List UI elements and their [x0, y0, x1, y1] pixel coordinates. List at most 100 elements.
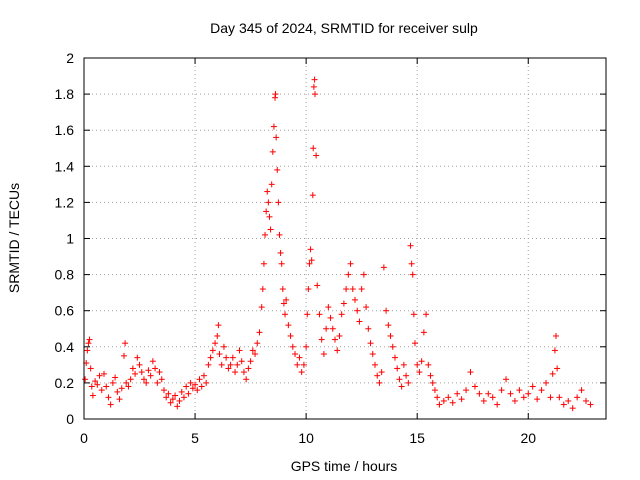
data-point — [187, 379, 194, 386]
data-point — [268, 181, 275, 188]
data-point — [176, 397, 183, 404]
data-point — [258, 304, 265, 311]
data-point — [158, 376, 165, 383]
data-point — [340, 300, 347, 307]
data-point — [458, 396, 465, 403]
data-point — [349, 286, 356, 293]
x-tick-label: 10 — [298, 430, 314, 446]
data-point — [303, 343, 310, 350]
data-point — [547, 394, 554, 401]
data-point — [260, 260, 267, 267]
data-point — [272, 91, 279, 98]
data-point — [445, 394, 452, 401]
data-point — [192, 381, 199, 388]
data-point — [243, 376, 250, 383]
data-point — [143, 379, 150, 386]
data-point — [149, 358, 156, 365]
data-point — [169, 396, 176, 403]
data-point — [391, 354, 398, 361]
data-point — [264, 188, 271, 195]
data-point — [396, 376, 403, 383]
chart-title: Day 345 of 2024, SRMTID for receiver sul… — [210, 20, 478, 36]
data-point — [304, 311, 311, 318]
data-point — [485, 390, 492, 397]
data-point — [409, 271, 416, 278]
data-point — [172, 392, 179, 399]
data-point — [414, 361, 421, 368]
data-point — [587, 401, 594, 408]
data-point — [371, 361, 378, 368]
data-point — [511, 397, 518, 404]
data-point — [174, 403, 181, 410]
data-point — [385, 322, 392, 329]
data-point — [420, 329, 427, 336]
data-point — [436, 401, 443, 408]
data-point — [236, 347, 243, 354]
data-point — [275, 199, 282, 206]
data-point — [309, 192, 316, 199]
data-point — [538, 387, 545, 394]
x-tick-label: 15 — [409, 430, 425, 446]
data-point — [87, 365, 94, 372]
data-point — [180, 394, 187, 401]
data-point — [156, 369, 163, 376]
data-point — [463, 387, 470, 394]
axis-ticks: 00.20.40.60.811.21.41.61.820 5 10 15 20 — [55, 50, 606, 446]
x-tick-label: 20 — [520, 430, 536, 446]
data-series — [82, 76, 594, 412]
data-point — [363, 304, 370, 311]
data-point — [209, 347, 216, 354]
data-point — [232, 369, 239, 376]
data-point — [263, 208, 270, 215]
data-point — [407, 242, 414, 249]
data-point — [503, 376, 510, 383]
data-point — [389, 343, 396, 350]
data-point — [343, 286, 350, 293]
data-point — [114, 388, 121, 395]
data-point — [189, 385, 196, 392]
data-point — [411, 340, 418, 347]
data-point — [145, 367, 152, 374]
data-point — [196, 376, 203, 383]
data-point — [245, 365, 252, 372]
data-point — [259, 286, 266, 293]
data-point — [136, 361, 143, 368]
data-point — [323, 325, 330, 332]
data-point — [287, 332, 294, 339]
data-point — [305, 286, 312, 293]
data-point — [298, 369, 305, 376]
data-point — [554, 365, 561, 372]
data-point — [185, 390, 192, 397]
data-point — [194, 387, 201, 394]
data-point — [400, 361, 407, 368]
data-point — [520, 394, 527, 401]
data-point — [214, 332, 221, 339]
data-point — [431, 387, 438, 394]
data-point — [120, 352, 127, 359]
data-point — [310, 83, 317, 90]
data-point — [318, 336, 325, 343]
data-point — [551, 347, 558, 354]
data-point — [227, 361, 234, 368]
data-point — [367, 340, 374, 347]
data-point — [205, 361, 212, 368]
data-point — [387, 332, 394, 339]
data-point — [565, 397, 572, 404]
grid — [84, 58, 606, 419]
data-point — [88, 383, 95, 390]
data-point — [427, 372, 434, 379]
data-point — [147, 372, 154, 379]
data-point — [215, 322, 222, 329]
data-point — [279, 286, 286, 293]
data-point — [316, 311, 323, 318]
data-point — [89, 392, 96, 399]
data-point — [425, 361, 432, 368]
y-tick-label: 0.4 — [55, 339, 75, 355]
data-point — [408, 260, 415, 267]
data-point — [129, 365, 136, 372]
data-point — [266, 213, 273, 220]
data-point — [480, 397, 487, 404]
data-point — [273, 134, 280, 141]
y-tick-label: 0.6 — [55, 303, 75, 319]
